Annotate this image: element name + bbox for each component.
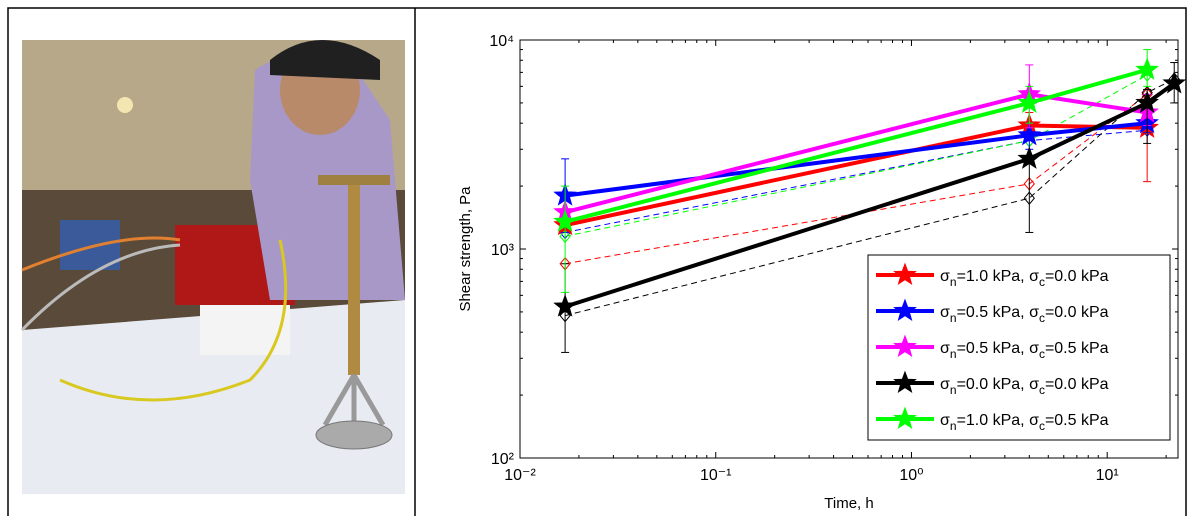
photo-cable [59,239,288,402]
photo-hat [270,40,380,80]
photo-cable [21,236,181,272]
x-tick-label: 10⁰ [899,467,923,484]
legend-label: σn=1.0 kPa, σc=0.5 kPa [940,412,1109,433]
y-tick-label: 10³ [491,242,515,259]
star-marker [1017,90,1042,113]
x-tick-label: 10¹ [1096,467,1119,484]
star-marker [1162,70,1187,94]
x-tick-label: 10⁻¹ [700,467,732,484]
photo-vane-handle [318,175,390,185]
photo [20,40,405,494]
legend-label: σn=0.5 kPa, σc=0.5 kPa [940,340,1109,361]
legend-star [893,334,917,358]
y-tick-label: 10² [491,451,515,468]
series-line [564,81,1176,309]
legend-star [893,298,917,322]
star-marker [1135,57,1159,80]
photo-monitor [60,220,120,270]
star-marker [1135,90,1159,113]
photo-vane-base [315,420,393,450]
y-axis-label: Shear strength, Pa [457,186,474,312]
frame [7,7,1187,521]
legend-label: σn=1.0 kPa, σc=0.0 kPa [940,268,1109,289]
star-marker [1017,146,1042,169]
dashed-line [564,78,1175,317]
legend-star [893,406,917,430]
y-tick-label: 10⁴ [489,33,514,50]
photo-lamp [117,97,133,113]
legend-label: σn=0.5 kPa, σc=0.0 kPa [940,304,1109,325]
star-marker [553,209,577,232]
legend-star [893,370,917,394]
star-marker [553,294,577,317]
legend-label: σn=0.0 kPa, σc=0.0 kPa [940,376,1109,397]
photo-table [22,300,405,494]
photo-cable [20,243,181,332]
legend-star [893,262,917,286]
star-marker [1017,122,1042,146]
x-tick-label: 10⁻² [504,467,536,484]
x-axis-label: Time, h [824,495,873,512]
photo-vane-shaft [348,185,360,375]
